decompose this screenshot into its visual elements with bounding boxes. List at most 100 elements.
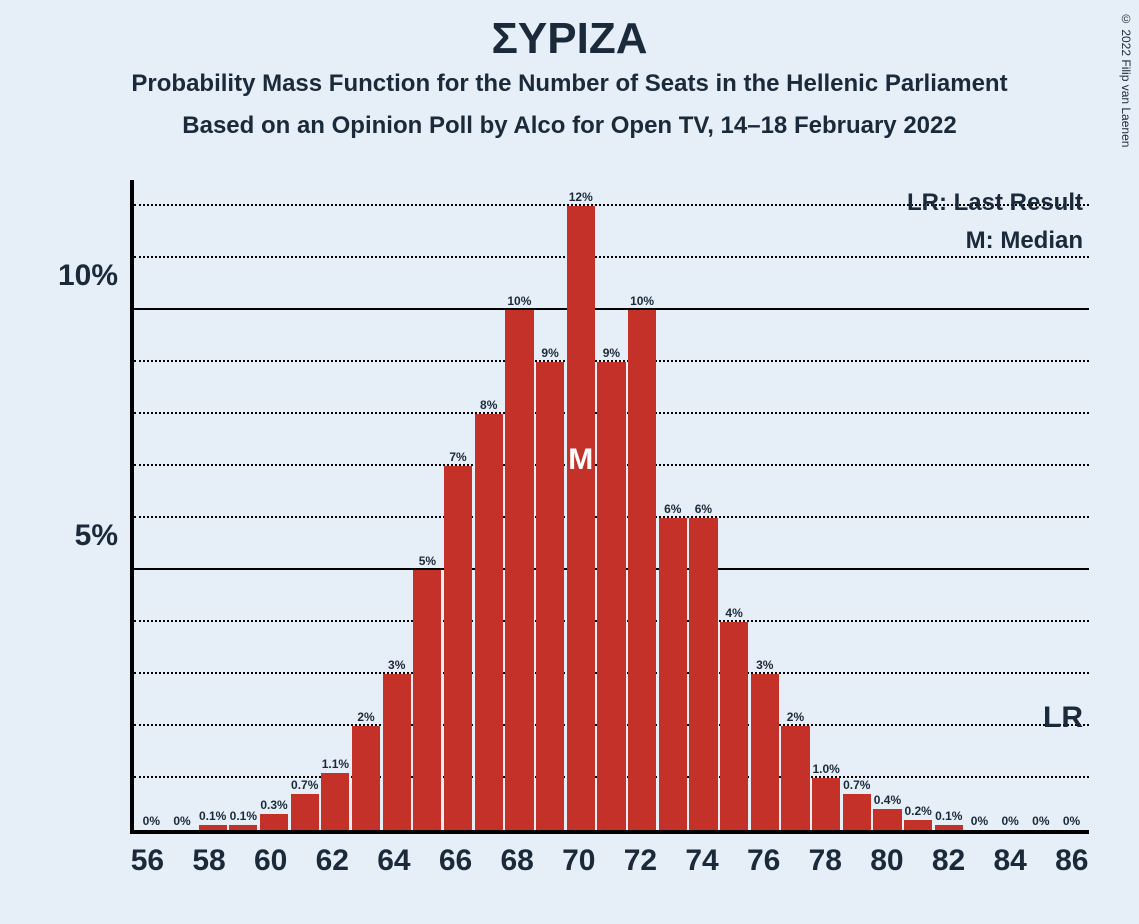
bar [843,794,871,830]
bar [383,674,411,830]
bar-slot: 0% [167,180,198,830]
bar-value-label: 0% [1032,814,1049,828]
copyright-text: © 2022 Filip van Laenen [1119,12,1133,147]
bar-slot: 10% [627,180,658,830]
bar-value-label: 2% [787,710,804,724]
x-tick-label: 62 [316,844,349,878]
bar [597,362,625,830]
bar-slot: 0.2% [903,180,934,830]
bar-slot: 0.7% [841,180,872,830]
bar-value-label: 0% [971,814,988,828]
bar [904,820,932,830]
bar-value-label: 0.4% [874,793,901,807]
x-tick-slot: 86 [1056,838,1087,894]
median-mark: M [568,443,593,477]
bar [260,814,288,830]
x-tick-slot [224,838,255,894]
lr-marker: LR [1043,701,1083,735]
y-tick-label: 5% [75,519,118,553]
bar-value-label: 0.3% [260,798,287,812]
bar-value-label: 0.1% [935,809,962,823]
bar [444,466,472,830]
bar: M [567,206,595,830]
bar [475,414,503,830]
x-tick-slot [471,838,502,894]
x-tick-slot [964,838,995,894]
bar-slot: 1.1% [320,180,351,830]
bar-value-label: 0.1% [199,809,226,823]
x-tick-label: 84 [993,844,1026,878]
x-tick-slot: 82 [933,838,964,894]
x-tick-label: 60 [254,844,287,878]
bar-value-label: 9% [541,346,558,360]
bar-value-label: 1.0% [812,762,839,776]
bar-value-label: 2% [357,710,374,724]
bar-value-label: 9% [603,346,620,360]
bar-value-label: 3% [388,658,405,672]
x-tick-slot: 68 [502,838,533,894]
bar-value-label: 6% [664,502,681,516]
bar-slot: 5% [412,180,443,830]
bar-value-label: 0% [1001,814,1018,828]
x-tick-slot: 58 [194,838,225,894]
bar [229,825,257,830]
bar [812,778,840,830]
x-tick-label: 70 [562,844,595,878]
bar [781,726,809,830]
bar-slot: 6% [657,180,688,830]
bar [199,825,227,830]
chart-title: ΣΥΡΙΖΑ [0,0,1139,64]
bar-slot: 3% [381,180,412,830]
x-tick-slot: 64 [379,838,410,894]
bar-slot: 12%M [565,180,596,830]
x-tick-label: 80 [870,844,903,878]
chart-subtitle-2: Based on an Opinion Poll by Alco for Ope… [0,112,1139,140]
x-tick-slot: 66 [440,838,471,894]
bar-value-label: 0% [173,814,190,828]
bar-slot: 2% [780,180,811,830]
x-tick-slot: 76 [748,838,779,894]
bar-slot: 0% [964,180,995,830]
legend-lr: LR: Last Result [907,184,1083,222]
bar-value-label: 1.1% [322,757,349,771]
chart-subtitle-1: Probability Mass Function for the Number… [0,70,1139,98]
bar-value-label: 5% [419,554,436,568]
bar-slot: 3% [749,180,780,830]
bar [751,674,779,830]
bar-slot: 0.1% [228,180,259,830]
bar-slot: 0.1% [933,180,964,830]
x-tick-label: 76 [747,844,780,878]
x-tick-label: 68 [500,844,533,878]
bar-slot: 9% [596,180,627,830]
bar-value-label: 0.1% [230,809,257,823]
x-tick-slot: 56 [132,838,163,894]
bar-value-label: 4% [725,606,742,620]
bar-slot: 8% [473,180,504,830]
bar-value-label: 7% [449,450,466,464]
x-tick-slot: 80 [872,838,903,894]
bar-value-label: 6% [695,502,712,516]
x-tick-slot [656,838,687,894]
bar [935,825,963,830]
bar-slot: 1.0% [811,180,842,830]
y-tick-label: 10% [58,259,118,293]
bar [689,518,717,830]
bar-value-label: 10% [630,294,654,308]
bar-value-label: 10% [507,294,531,308]
plot-area: LR: Last Result M: Median 0%0%0.1%0.1%0.… [130,180,1089,834]
x-tick-label: 82 [932,844,965,878]
x-tick-slot [594,838,625,894]
bar-slot: 0.7% [289,180,320,830]
x-tick-label: 86 [1055,844,1088,878]
bar-slot: 0.4% [872,180,903,830]
x-tick-slot [841,838,872,894]
x-tick-slot: 62 [317,838,348,894]
x-tick-slot [717,838,748,894]
bar [291,794,319,830]
x-tick-slot: 84 [995,838,1026,894]
bars-container: 0%0%0.1%0.1%0.3%0.7%1.1%2%3%5%7%8%10%9%1… [134,180,1089,830]
x-tick-slot: 70 [563,838,594,894]
x-tick-label: 64 [377,844,410,878]
bar-value-label: 0.7% [291,778,318,792]
bar-slot: 0.3% [259,180,290,830]
